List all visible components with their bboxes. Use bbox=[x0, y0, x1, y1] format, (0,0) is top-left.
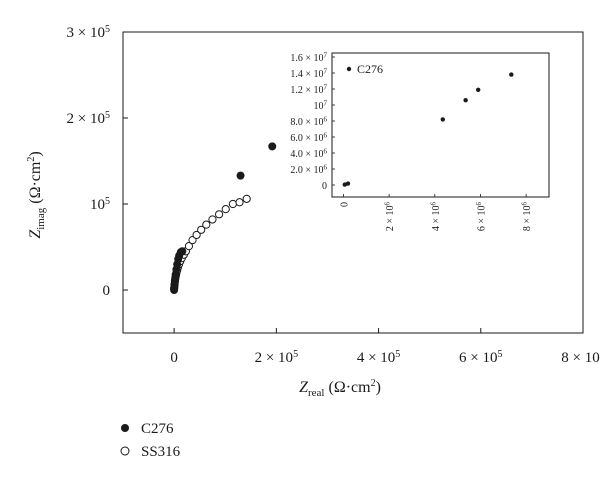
main-plot-frame bbox=[122, 31, 584, 334]
x-tick-label: 8 × 105 bbox=[561, 349, 600, 366]
x-tick-label: 6 × 105 bbox=[459, 349, 502, 366]
ss316-data-point bbox=[197, 225, 206, 234]
ss316-data-point bbox=[214, 210, 224, 219]
inset-y-tick-label: 2.0 × 106 bbox=[290, 164, 327, 177]
c276-data-point bbox=[178, 247, 187, 256]
y-tick-label: 2 × 105 bbox=[67, 110, 110, 127]
ss316-data-point bbox=[235, 198, 244, 207]
inset-legend-label-c276: C276 bbox=[357, 62, 383, 76]
inset-legend-marker-c276 bbox=[346, 66, 352, 72]
inset-y-tick-label: 4.0 × 106 bbox=[290, 148, 327, 161]
inset-x-tick-label: 6 × 106 bbox=[475, 202, 488, 232]
inset-plot-frame bbox=[331, 52, 550, 198]
inset-y-tick-label: 1.2 × 107 bbox=[290, 84, 327, 97]
inset-y-tick-label: 1.4 × 107 bbox=[290, 68, 327, 81]
x-tick-label: 2 × 105 bbox=[255, 349, 298, 366]
y-tick-label: 3 × 105 bbox=[67, 24, 110, 41]
ss316-data-point bbox=[242, 194, 251, 203]
x-tick-label: 0 bbox=[170, 350, 178, 366]
c276-data-point bbox=[236, 171, 245, 180]
y-tick-label: 0 bbox=[103, 283, 111, 299]
ss316-data-point bbox=[192, 230, 201, 240]
inset-c276-data-point bbox=[475, 87, 481, 93]
ss316-data-point bbox=[184, 242, 194, 251]
inset-c276-data-point bbox=[345, 181, 351, 186]
legend-marker-ss316 bbox=[120, 446, 130, 456]
inset-y-tick-label: 0 bbox=[322, 181, 327, 192]
inset-y-tick-label: 8.0 × 106 bbox=[290, 116, 327, 129]
ss316-data-point bbox=[228, 199, 237, 209]
y-tick-label: 105 bbox=[90, 196, 110, 213]
x-tick-label: 4 × 105 bbox=[357, 349, 400, 366]
c276-data-point bbox=[268, 142, 277, 151]
inset-c276-data-point bbox=[509, 72, 514, 77]
ss316-data-point bbox=[221, 205, 230, 214]
inset-x-tick-label: 8 × 106 bbox=[521, 202, 534, 232]
ss316-data-point bbox=[208, 215, 217, 224]
inset-x-tick-label: 2 × 106 bbox=[384, 202, 397, 232]
y-axis-label: Zimag (Ω·cm2) bbox=[26, 151, 47, 238]
inset-c276-data-point bbox=[440, 117, 445, 122]
legend-label-ss316: SS316 bbox=[141, 444, 181, 460]
legend-marker-c276 bbox=[121, 424, 129, 432]
inset-y-tick-label: 6.0 × 106 bbox=[290, 132, 327, 145]
inset-y-tick-label: 107 bbox=[314, 100, 328, 113]
inset-x-tick-label: 4 × 106 bbox=[429, 202, 442, 232]
inset-c276-data-point bbox=[463, 98, 468, 103]
x-axis-label: Zreal (Ω·cm2) bbox=[299, 378, 381, 399]
ss316-data-point bbox=[202, 220, 211, 229]
inset-y-tick-label: 1.6 × 107 bbox=[290, 52, 327, 65]
inset-x-tick-label: 0 bbox=[339, 202, 350, 207]
legend-label-c276: C276 bbox=[141, 421, 174, 437]
